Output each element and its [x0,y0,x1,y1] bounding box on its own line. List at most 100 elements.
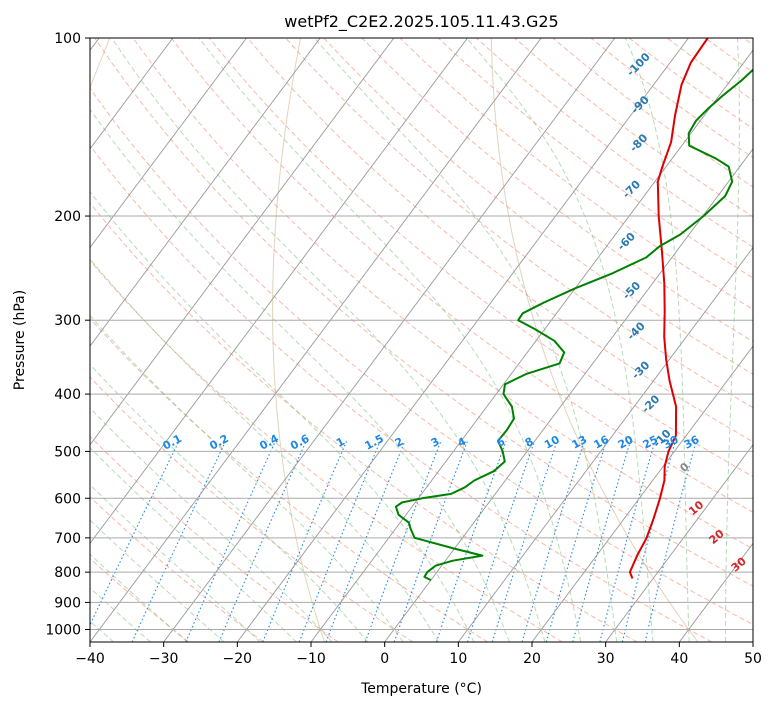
adiabat-labels: 0.1 0.2 0.4 0.6 1 1.5 2 3 4 6 8 10 13 16 20 25 30 36-100-… [161,50,770,601]
mixing-ratio-label: 16 [592,433,612,452]
moist-adiabat-line [624,38,690,642]
dry-adiabat-line [90,259,563,642]
mixing-ratio-line [521,440,585,642]
mixing-ratio-label: 36 [682,433,702,452]
reference-curve [490,38,699,642]
reference-curve [272,38,325,642]
mixing-ratio-label: 6 [494,435,507,450]
plot-frame [89,37,754,643]
mixing-ratio-label: 30 [661,433,681,452]
y-tick-label: 700 [54,531,81,547]
y-tick-label: 100 [54,31,81,47]
dry-adiabat-line [323,38,753,375]
mixing-ratio-line [572,440,632,642]
dry-adiabat-line [90,202,638,642]
x-tick-label: 20 [523,651,541,667]
y-tick-label: 300 [54,313,81,329]
y-tick-label: 800 [54,565,81,581]
moist-adiabat-line [90,407,333,642]
chart-title: wetPf2_C2E2.2025.105.11.43.G25 [284,12,558,32]
isotherm-line [90,38,247,249]
dry-adiabat-line [90,317,488,642]
y-tick-label: 600 [54,491,81,507]
mixing-ratio-label: 0.2 [207,432,230,453]
background-lines [90,38,753,642]
dry-adiabat-line [90,144,712,642]
dry-adiabat-line [90,557,190,642]
moist-adiabat-line [725,38,740,642]
moist-adiabat-line [90,314,404,642]
isotherm-line [678,542,753,642]
dewpoint-line [394,68,753,581]
x-tick-label: 0 [380,651,389,667]
x-tick-label: 40 [670,651,688,667]
dry-adiabat-line [208,38,753,478]
mixing-ratio-label: 3 [429,435,442,450]
moist-adiabat-line [90,553,188,642]
dry-adiabat-label: -70 [620,177,643,200]
dry-adiabat-line [90,87,753,626]
moist-adiabat-line [90,483,261,642]
mixing-ratio-line [218,440,307,642]
mixing-ratio-line [90,440,180,627]
dry-adiabat-line [90,376,414,642]
mixing-ratio-line [621,440,677,642]
y-axis: 100 200 300 400 500 600 700 800 900 1000 [45,31,90,638]
dry-adiabat-label: -40 [625,319,648,342]
x-tick-label: −20 [223,651,253,667]
mixing-ratio-line [393,440,469,642]
moist-adiabat-line [90,258,439,642]
x-tick-label: 10 [449,651,467,667]
x-tick-label: −10 [296,651,326,667]
sounding-series [394,38,753,581]
temperature-line [628,38,709,579]
mixing-ratio-label: 0.1 [161,432,184,453]
isotherm-line [752,641,753,642]
mixing-ratio-line [262,440,348,642]
x-axis: −40 −30 −20 −10 0 10 20 30 40 50 [75,642,762,667]
y-axis-label: Pressure (hPa) [12,290,28,390]
mixing-ratio-line [644,440,697,642]
dry-adiabat-label: -50 [620,279,643,302]
isotherm-line [90,38,395,446]
isotherm-line [457,246,753,642]
mixing-ratio-line [185,440,277,642]
dry-adiabat-line [437,38,753,279]
x-tick-label: −30 [149,651,179,667]
grid-lines [90,38,753,642]
dry-adiabat-line [361,38,753,343]
mixing-ratio-line [491,440,558,642]
mixing-ratio-label: 25 [641,433,661,452]
isotherm-line [310,49,753,642]
dry-adiabat-label: -60 [615,230,638,253]
dry-adiabat-line [90,435,339,642]
y-tick-label: 1000 [45,622,81,638]
x-axis-label: Temperature (°C) [360,681,482,697]
mixing-ratio-label: 20 [616,433,636,452]
mixing-ratio-label: 10 [542,433,562,452]
y-tick-label: 400 [54,387,81,403]
dry-adiabat-line [170,38,753,513]
mixing-ratio-line [364,440,442,642]
mixing-ratio-line [131,440,227,642]
dry-adiabat-line [285,38,753,409]
isotherm-line [163,38,616,642]
isotherm-line [236,38,689,642]
isotherm-line [90,38,174,150]
moist-adiabat-line [90,446,297,642]
moist-adiabat-label: 40 [750,581,770,601]
y-tick-label: 500 [54,444,81,460]
mixing-ratio-line [599,440,656,642]
dry-adiabat-line [399,38,753,311]
dry-adiabat-line [743,38,753,46]
mixing-ratio-label: 1 [334,435,347,450]
moist-adiabat-line [465,38,654,642]
moist-adiabat-line [90,108,510,642]
moist-adiabat-line [90,190,475,642]
dry-adiabat-label: -30 [629,358,652,381]
y-tick-label: 200 [54,209,81,225]
isotherm-line [90,38,468,545]
moist-adiabat-line [90,363,369,642]
x-tick-label: 50 [744,651,762,667]
